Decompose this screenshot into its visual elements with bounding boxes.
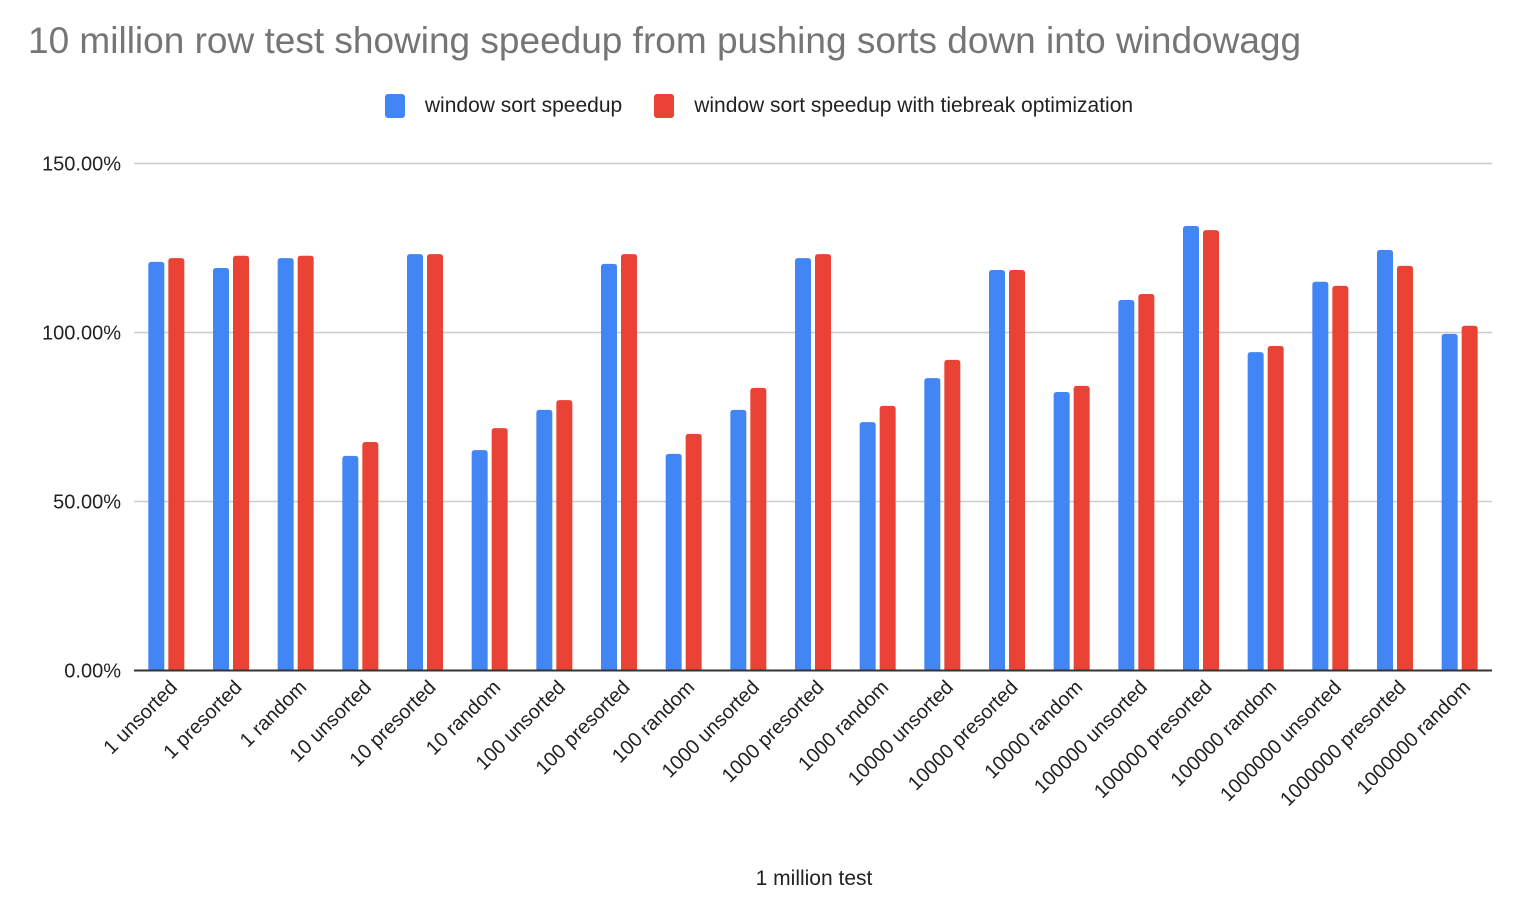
bar-series-2[interactable]	[1461, 325, 1478, 671]
x-tick-label: 100000 presorted	[1090, 676, 1216, 802]
bar-series-2[interactable]	[491, 428, 508, 671]
bar-series-1[interactable]	[1053, 391, 1070, 671]
bar-series-2[interactable]	[1138, 293, 1155, 671]
bar-series-2[interactable]	[944, 359, 961, 671]
bar-series-2[interactable]	[427, 254, 443, 671]
bar-series-2[interactable]	[1397, 265, 1413, 671]
bar-series-2[interactable]	[1073, 385, 1090, 671]
x-tick-label: 10000 presorted	[904, 676, 1023, 795]
x-tick-label: 1000000 presorted	[1276, 676, 1410, 810]
bar-series-2[interactable]	[750, 387, 767, 671]
legend-label-series-2: window sort speedup with tiebreak optimi…	[694, 94, 1134, 117]
bar-series-2[interactable]	[1203, 230, 1219, 671]
bar-series-2[interactable]	[168, 258, 185, 671]
bar-series-2[interactable]	[1267, 346, 1284, 671]
gridlines	[134, 162, 1492, 503]
bar-series-1[interactable]	[1183, 226, 1199, 671]
bar-series-2[interactable]	[233, 255, 249, 671]
bar-series-1[interactable]	[471, 450, 488, 671]
y-axis-ticks: 0.00% 50.00% 100.00% 150.00%	[42, 154, 121, 683]
bar-series-1[interactable]	[407, 254, 423, 671]
y-tick-label: 0.00%	[64, 661, 121, 683]
bar-series-1[interactable]	[665, 453, 682, 671]
bar-series-2[interactable]	[297, 255, 314, 671]
legend-item-series-1[interactable]: window sort speedup	[384, 94, 623, 118]
bar-series-1[interactable]	[1247, 352, 1264, 671]
bar-series-1[interactable]	[795, 258, 811, 671]
bar-series-1[interactable]	[601, 263, 617, 671]
bar-series-1[interactable]	[859, 422, 876, 671]
bar-series-1[interactable]	[342, 455, 359, 671]
y-tick-label: 100.00%	[42, 323, 121, 345]
bar-series-1[interactable]	[989, 269, 1005, 671]
chart-title: 10 million row test showing speedup from…	[28, 20, 1302, 61]
bar-series-1[interactable]	[730, 409, 747, 671]
legend-label-series-1: window sort speedup	[424, 94, 623, 117]
bar-series-1[interactable]	[1377, 250, 1393, 671]
y-tick-label: 150.00%	[42, 154, 121, 176]
bar-series-1[interactable]	[536, 409, 553, 671]
bars	[148, 226, 1478, 671]
bar-series-1[interactable]	[277, 258, 294, 671]
y-tick-label: 50.00%	[53, 492, 121, 514]
bar-series-2[interactable]	[1332, 285, 1349, 671]
bar-series-1[interactable]	[148, 261, 165, 671]
bar-series-2[interactable]	[556, 400, 573, 671]
x-axis-title: 1 million test	[755, 867, 873, 890]
bar-series-2[interactable]	[879, 405, 896, 671]
legend-swatch-series-2	[654, 94, 675, 118]
bar-series-2[interactable]	[815, 254, 831, 671]
bar-series-2[interactable]	[362, 442, 379, 671]
bar-series-2[interactable]	[685, 433, 702, 671]
bar-series-1[interactable]	[1441, 333, 1458, 671]
bar-series-2[interactable]	[621, 254, 637, 671]
bar-series-2[interactable]	[1009, 269, 1025, 671]
x-tick-label: 100000 unsorted	[1030, 676, 1152, 798]
bar-series-1[interactable]	[1118, 300, 1135, 671]
legend: window sort speedup window sort speedup …	[0, 94, 1518, 118]
bar-series-1[interactable]	[924, 378, 941, 671]
x-tick-label: 1000000 unsorted	[1216, 676, 1346, 806]
bar-series-1[interactable]	[213, 267, 229, 671]
bar-series-1[interactable]	[1312, 281, 1329, 671]
legend-item-series-2[interactable]: window sort speedup with tiebreak optimi…	[654, 94, 1133, 118]
legend-swatch-series-1	[384, 94, 405, 118]
x-tick-label: 1000000 random	[1353, 676, 1475, 798]
